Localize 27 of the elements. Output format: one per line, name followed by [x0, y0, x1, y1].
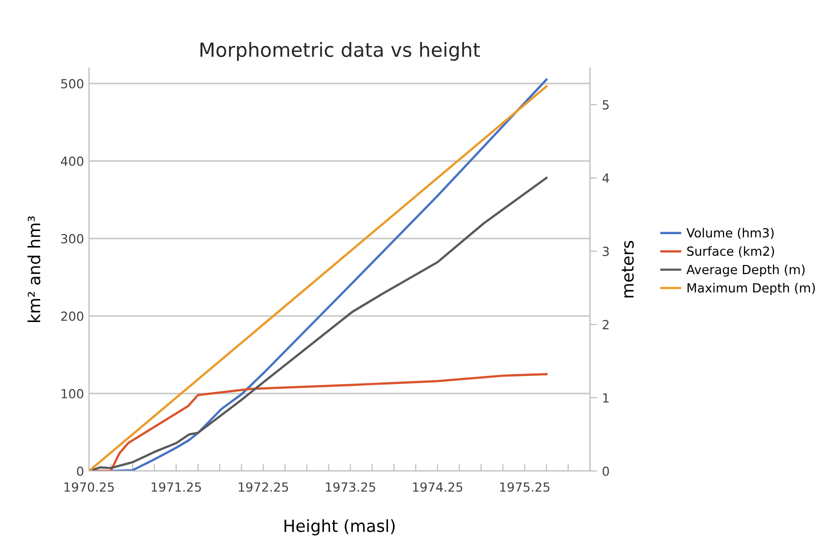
y-tick-label: 100	[62, 388, 84, 398]
y-tick-label: 0	[77, 466, 84, 476]
y2-tick-label: 4	[602, 174, 610, 183]
y2-tick-label: 2	[602, 320, 609, 330]
x-tick-label: 1975.25	[500, 482, 550, 492]
y2-tick-label: 3	[602, 246, 609, 256]
y-tick-label: 400	[60, 156, 84, 166]
x-tick-label: 1971.25	[152, 482, 201, 492]
y-tick-label: 500	[61, 78, 84, 88]
legend-label: Volume (hm3)	[686, 228, 774, 240]
x-tick-label: 1973.25	[326, 482, 376, 492]
x-tick-label: 1970.25	[64, 482, 114, 492]
legend-label: Average Depth (m)	[686, 264, 805, 277]
legend-label: Surface (km2)	[687, 246, 774, 258]
legend-label: Maximum Depth (m)	[688, 282, 815, 296]
y2-tick-label: 0	[602, 466, 609, 476]
x-axis-title: Height (masl)	[284, 519, 395, 536]
x-tick-label: 1972.25	[238, 482, 288, 492]
y-tick-label: 300	[61, 234, 84, 244]
y2-axis-title: meters	[622, 240, 634, 298]
line-series	[89, 176, 548, 471]
y-tick-label: 200	[61, 311, 84, 321]
y2-tick-label: 1	[603, 393, 609, 402]
y-axis-title: km² and hm³	[27, 216, 40, 322]
y2-tick-label: 5	[602, 100, 609, 110]
x-tick-label: 1974.25	[413, 482, 462, 492]
chart-title: Morphometric data vs height	[200, 42, 480, 61]
